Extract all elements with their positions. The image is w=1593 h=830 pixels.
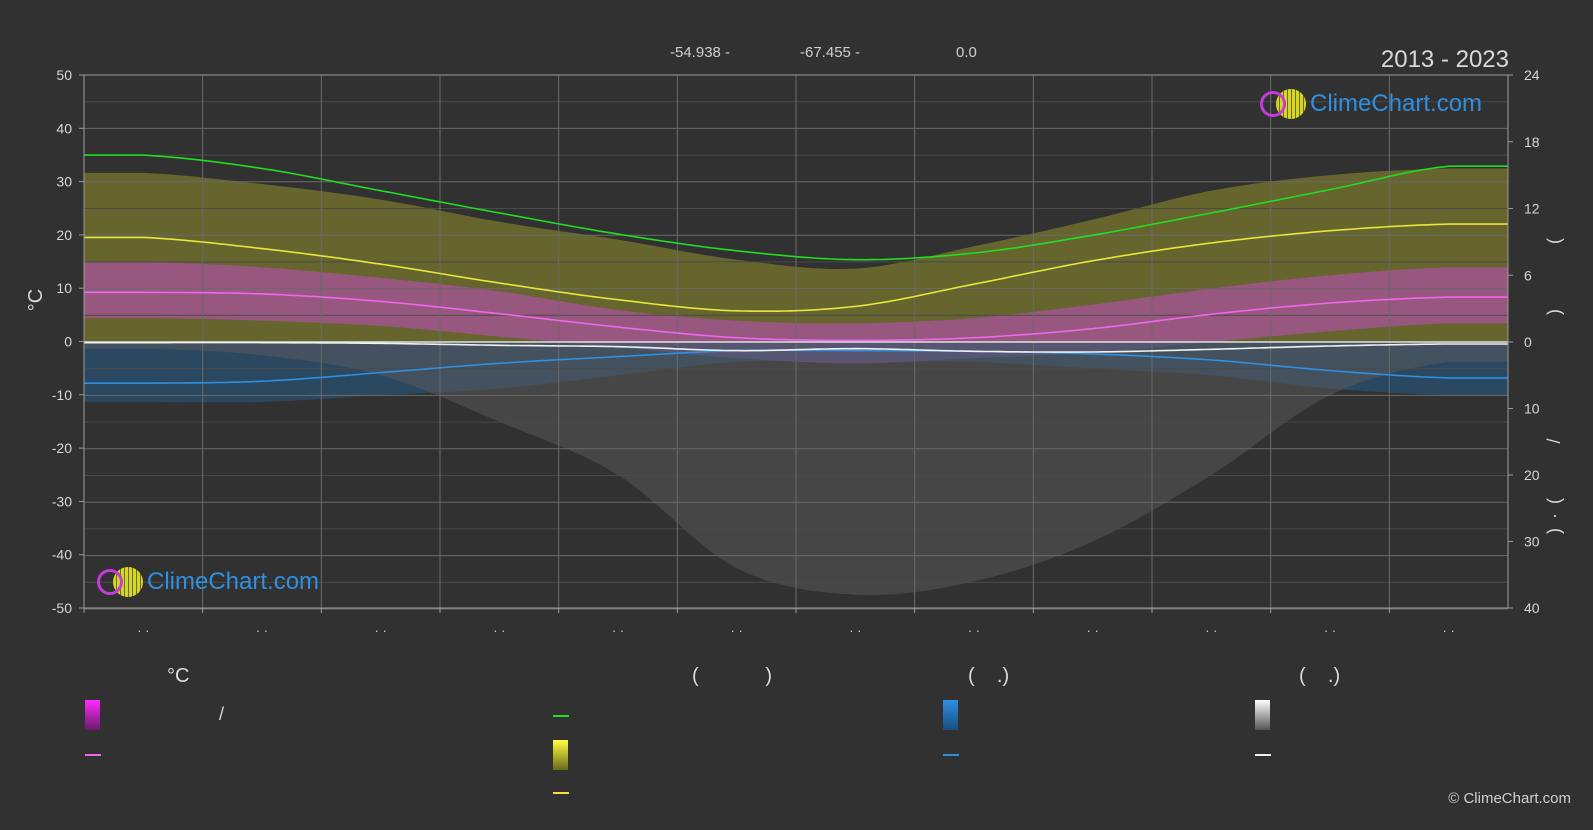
- right-top-tick-label: 6: [1524, 267, 1532, 283]
- legend-line-snow: [1255, 754, 1271, 756]
- logo-text: ClimeChart.com: [147, 568, 320, 595]
- legend-swatch-precip: [943, 700, 958, 730]
- left-tick-label: 30: [56, 174, 72, 190]
- left-tick-label: -10: [52, 387, 72, 403]
- right-top-tick-label: 18: [1524, 134, 1540, 150]
- legend-header-precipitation: ( .): [968, 665, 1010, 687]
- coordinate-latitude: -54.938 -: [670, 44, 731, 61]
- month-label: · ·: [849, 623, 861, 638]
- right-bottom-tick-label: 20: [1524, 467, 1540, 483]
- right-axis-label-mark: /: [1544, 438, 1564, 443]
- left-tick-label: 20: [56, 227, 72, 243]
- legend-header-sunshine: ( ): [692, 665, 772, 687]
- month-label: · ·: [612, 623, 624, 638]
- legend-line-sunshine: [553, 792, 569, 794]
- right-bottom-tick-label: 10: [1524, 401, 1540, 417]
- right-top-tick-label: 24: [1524, 67, 1540, 83]
- right-axis-label-mark: (: [1544, 238, 1564, 244]
- right-bottom-tick-label: 40: [1524, 600, 1540, 616]
- legend-slash: /: [219, 704, 225, 724]
- month-label: · ·: [375, 623, 387, 638]
- month-label: · ·: [493, 623, 505, 638]
- logo-text: ClimeChart.com: [1310, 90, 1483, 117]
- left-tick-label: 40: [56, 120, 72, 136]
- left-tick-label: -50: [52, 600, 72, 616]
- series-line-snow_mean: [84, 341, 1508, 353]
- month-label: · ·: [968, 623, 980, 638]
- logo-bottom: ClimeChart.com: [97, 567, 319, 597]
- logo-top: ClimeChart.com: [1260, 89, 1482, 119]
- legend-swatch-sunshine: [553, 740, 568, 770]
- month-label: · ·: [1087, 623, 1099, 638]
- right-axis-label-mark: ): [1544, 309, 1564, 315]
- series-line-daylight: [84, 154, 1508, 261]
- legend-line-daylight: [553, 715, 569, 717]
- data-lines: [84, 154, 1508, 384]
- axes: 50 40 30 20 10 0 -10 -20 -30 -40 -50 °C 24 18 12 6 0 10 20…: [25, 67, 1564, 638]
- month-label: · ·: [1205, 623, 1217, 638]
- right-axis-label-mark: (: [1544, 498, 1564, 504]
- month-label: · ·: [137, 623, 149, 638]
- copyright: © ClimeChart.com: [1448, 790, 1571, 807]
- month-label: · ·: [1443, 623, 1455, 638]
- right-bottom-tick-label: 30: [1524, 534, 1540, 550]
- left-axis-unit: °C: [25, 289, 47, 311]
- left-tick-label: -20: [52, 440, 72, 456]
- legend-line-precip: [943, 754, 959, 756]
- right-axis-label-mark: ·: [1544, 513, 1564, 519]
- legend-line-temp: [85, 754, 101, 756]
- series-line-temp_mean: [84, 291, 1508, 342]
- legend-header-temperature: °C: [167, 665, 190, 687]
- right-axis-label-mark: ): [1544, 528, 1564, 534]
- legend-header-snow: ( .): [1299, 665, 1341, 687]
- month-label: · ·: [256, 623, 268, 638]
- left-tick-label: 50: [56, 67, 72, 83]
- legend-swatch-temp-range: [85, 700, 100, 730]
- month-label: · ·: [1324, 623, 1336, 638]
- left-tick-label: 0: [64, 334, 72, 350]
- year-range: 2013 - 2023: [1380, 46, 1509, 73]
- coordinate-longitude: -67.455 -: [800, 44, 861, 61]
- left-tick-label: 10: [56, 280, 72, 296]
- series-line-sunshine: [84, 223, 1508, 312]
- left-tick-label: -30: [52, 493, 72, 509]
- coordinate-elevation: 0.0: [956, 44, 977, 61]
- logo-ring-icon: [1260, 91, 1286, 117]
- right-top-tick-label: 12: [1524, 201, 1540, 217]
- left-tick-label: -40: [52, 547, 72, 563]
- legend-swatch-snow: [1255, 700, 1270, 730]
- month-label: · ·: [731, 623, 743, 638]
- right-top-tick-label: 0: [1524, 334, 1532, 350]
- logo-ring-icon: [97, 569, 123, 595]
